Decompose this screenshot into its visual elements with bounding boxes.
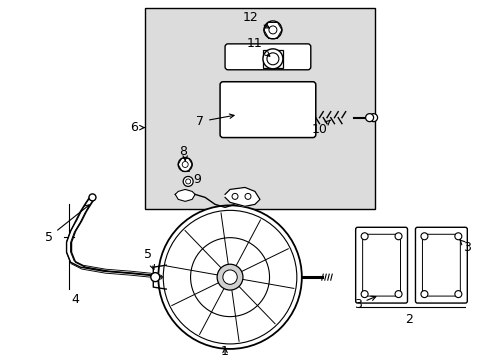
Circle shape [454,291,461,298]
FancyBboxPatch shape [224,44,310,70]
Circle shape [183,176,193,186]
Text: 8: 8 [179,145,187,158]
Text: 3: 3 [353,296,375,311]
Text: 11: 11 [246,37,269,56]
FancyBboxPatch shape [355,227,407,303]
Text: 2: 2 [405,312,412,325]
Circle shape [420,233,427,240]
Text: 4: 4 [71,293,79,306]
Text: 12: 12 [243,12,269,28]
Circle shape [394,233,401,240]
Circle shape [150,273,160,282]
Circle shape [394,291,401,298]
Text: 9: 9 [193,173,201,186]
Text: 6: 6 [130,121,138,134]
Polygon shape [175,189,195,201]
Text: 1: 1 [221,345,228,359]
Circle shape [420,291,427,298]
Circle shape [158,205,301,349]
Circle shape [223,270,237,284]
Circle shape [263,49,282,69]
Bar [263,50,282,68]
Circle shape [365,114,373,122]
Circle shape [217,264,243,290]
Text: 5: 5 [44,205,89,244]
Circle shape [178,158,192,171]
Circle shape [361,291,367,298]
Circle shape [454,233,461,240]
Circle shape [264,21,281,39]
FancyBboxPatch shape [415,227,467,303]
Text: 7: 7 [196,114,234,128]
Text: 3: 3 [459,240,470,254]
FancyBboxPatch shape [220,82,315,138]
Text: 10: 10 [311,120,329,136]
Text: 5: 5 [144,248,154,269]
Circle shape [361,233,367,240]
Bar [145,8,374,210]
Circle shape [89,194,96,201]
Polygon shape [224,188,260,206]
Circle shape [369,114,377,122]
